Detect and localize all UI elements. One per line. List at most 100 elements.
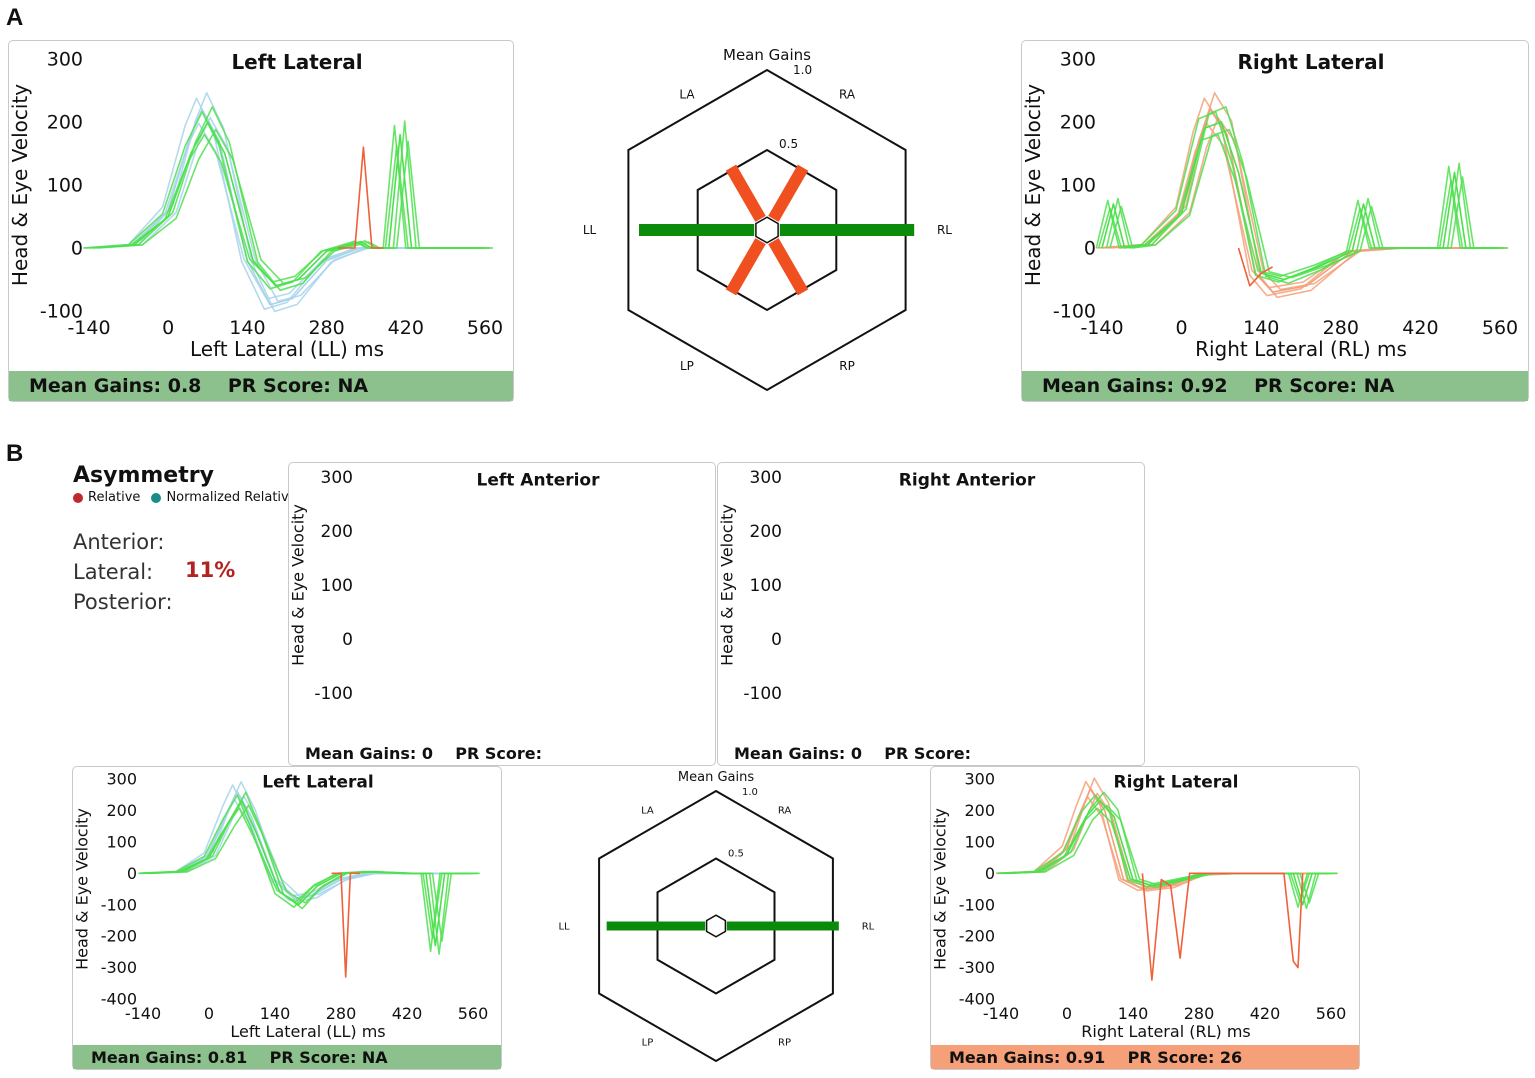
radar-axis-label-ll: LL <box>583 223 597 237</box>
panel-label-a: A <box>6 4 24 31</box>
y-tick-label: 200 <box>321 522 353 542</box>
y-tick-label: 300 <box>964 770 995 789</box>
radar-axis-label-ll: LL <box>558 922 570 933</box>
y-tick-label: 100 <box>964 832 995 851</box>
y-tick-label: -200 <box>959 927 995 946</box>
y-tick-label: 0 <box>771 630 782 650</box>
x-tick-label: 280 <box>1184 1004 1215 1023</box>
chart-card-b-right-lateral: Right Lateral -400 -300 -200 -100 0 100 200 300 -… <box>930 766 1360 1070</box>
series-line-head <box>88 108 485 306</box>
x-tick-label: 0 <box>204 1004 214 1023</box>
x-tick-label: -140 <box>67 317 110 339</box>
y-tick-label: -400 <box>959 990 995 1009</box>
legend-relative: Relative <box>88 490 141 505</box>
y-tick-label: 300 <box>106 770 137 789</box>
x-tick-label: 280 <box>1323 317 1359 339</box>
y-tick-label: 100 <box>47 175 83 197</box>
radar-center <box>755 216 779 244</box>
series-line-head <box>1109 116 1508 291</box>
radar-axis-label-rl: RL <box>862 922 875 933</box>
radar-axis-label-ra: RA <box>839 88 856 102</box>
radar-ring <box>696 148 838 312</box>
x-tick-label: 140 <box>1118 1004 1149 1023</box>
chart-title: Left Lateral <box>231 50 362 74</box>
chart-title: Left Lateral <box>262 773 373 793</box>
mean-gains-text: Mean Gains: 0.81 PR Score: NA <box>91 1047 388 1067</box>
y-tick-label: 200 <box>750 522 782 542</box>
radar-axis-label-rp: RP <box>778 1038 791 1049</box>
y-tick-label: 0 <box>71 238 83 260</box>
y-tick-label: 100 <box>106 832 137 851</box>
x-axis-label: Right Lateral (RL) ms <box>1195 337 1407 361</box>
asymmetry-posterior-label: Posterior: <box>73 590 173 614</box>
radar-axis-label-la: LA <box>641 805 654 816</box>
gain-bar <box>725 164 766 222</box>
footer-b-right-anterior: Mean Gains: 0 PR Score: <box>718 741 1144 765</box>
series-line-eye <box>1095 111 1495 283</box>
x-tick-label: 0 <box>1062 1004 1072 1023</box>
chart-title: Right Anterior <box>899 471 1036 491</box>
y-tick-label: -100 <box>1053 301 1096 323</box>
x-axis-label: Right Lateral (RL) ms <box>1081 1022 1251 1041</box>
series-line-eye <box>1109 128 1508 279</box>
panel-label-b: B <box>6 440 24 467</box>
y-tick-label: 300 <box>321 468 353 488</box>
chart-title: Right Lateral <box>1114 773 1239 793</box>
footer-b-left-lateral: Mean Gains: 0.81 PR Score: NA <box>73 1045 501 1069</box>
series-line-eye <box>1007 804 1338 904</box>
series-line-head <box>142 790 473 900</box>
x-tick-label: 0 <box>1176 317 1188 339</box>
y-tick-label: 200 <box>1060 112 1096 134</box>
y-tick-label: -100 <box>40 301 83 323</box>
y-tick-label: 0 <box>985 864 995 883</box>
y-tick-label: -100 <box>101 895 137 914</box>
y-tick-label: 100 <box>750 576 782 596</box>
y-axis-label: Head & Eye Velocity <box>1022 84 1045 286</box>
x-axis-label: Left Lateral (LL) ms <box>190 337 384 361</box>
series-line-eye <box>1101 121 1500 281</box>
x-tick-label: 140 <box>229 317 265 339</box>
x-tick-label: 280 <box>308 317 344 339</box>
series-line-eye <box>85 133 482 283</box>
x-tick-label: -140 <box>1080 317 1123 339</box>
y-tick-label: 0 <box>1084 238 1096 260</box>
footer-b-left-anterior: Mean Gains: 0 PR Score: <box>289 741 715 765</box>
x-tick-label: 280 <box>326 1004 357 1023</box>
asymmetry-lateral-label: Lateral: <box>73 560 154 584</box>
asymmetry-lateral-value: 11% <box>185 558 236 582</box>
mean-gains-text: Mean Gains: 0.92 PR Score: NA <box>1042 375 1395 397</box>
x-axis-label: Left Lateral (LL) ms <box>230 1022 385 1041</box>
line-chart-a-left-lateral: Left Lateral -100 0 100 200 300 -140 0 140 280 420… <box>9 49 503 361</box>
series-line-head <box>1101 108 1500 293</box>
x-tick-label: 420 <box>388 317 424 339</box>
x-tick-label: 0 <box>162 317 174 339</box>
y-axis-label: Head & Eye Velocity <box>931 808 949 970</box>
chart-card-b-right-anterior: Right Anterior -100 0 100 200 300 Head & Eye V… <box>717 462 1145 766</box>
chart-card-a-left-lateral: Left Lateral -100 0 100 200 300 -140 0 140 280 420… <box>8 40 514 402</box>
gain-bar <box>768 164 809 222</box>
x-tick-label: 560 <box>1482 317 1518 339</box>
radar-axis-label-rp: RP <box>839 359 855 373</box>
x-tick-label: 560 <box>1316 1004 1347 1023</box>
x-tick-label: 140 <box>1243 317 1279 339</box>
y-tick-label: -100 <box>314 684 353 704</box>
chart-card-b-left-anterior: Left Anterior -100 0 100 200 300 Head & Eye Ve… <box>288 462 716 766</box>
radar-axis-label-rl: RL <box>937 223 952 237</box>
series-line-head <box>140 798 471 897</box>
series-line-eye <box>138 794 469 953</box>
radar-ring-label: 1.0 <box>742 787 758 798</box>
y-axis-label: Head & Eye Velocity <box>9 84 32 286</box>
y-tick-label: 300 <box>750 468 782 488</box>
x-tick-label: 420 <box>1250 1004 1281 1023</box>
y-tick-label: -100 <box>743 684 782 704</box>
series-line-head <box>85 122 482 300</box>
line-chart-b-right-lateral: Right Lateral -400 -300 -200 -100 0 100 200 300 -… <box>931 770 1347 1041</box>
gain-bar <box>768 238 809 296</box>
series-line-eye <box>88 121 485 287</box>
x-tick-label: 420 <box>1402 317 1438 339</box>
radar-center <box>705 914 727 938</box>
series-line-eye <box>83 111 480 290</box>
radar-ring-label: 1.0 <box>793 63 812 77</box>
radar-ring-label: 0.5 <box>779 137 798 151</box>
asymmetry-legend: Relative Normalized Relative <box>73 490 297 505</box>
